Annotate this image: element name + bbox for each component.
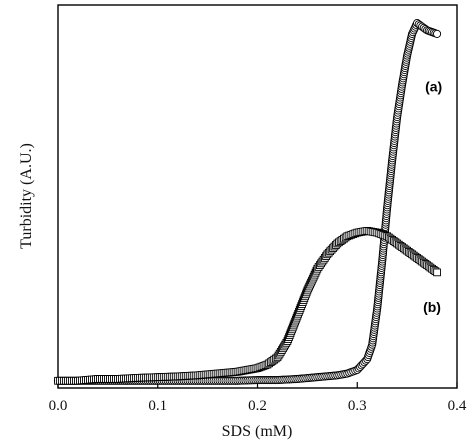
series-a [53,19,442,385]
x-tick-label: 0.2 [248,398,267,414]
x-tick-label: 0.0 [49,398,68,414]
x-tick-label: 0.4 [448,398,467,414]
series-label-b: (b) [423,299,441,315]
x-axis-title: SDS (mM) [222,423,293,440]
x-tick-label: 0.1 [148,398,167,414]
circle-point [432,29,442,38]
axis-ticks: 0.0 0.1 0.2 0.3 0.4 [49,382,467,414]
x-tick-label: 0.3 [348,398,367,414]
data-marks [53,19,442,385]
y-axis-title: Turbidity (A.U.) [18,143,35,249]
square-point [433,268,441,277]
plot-frame [57,4,458,389]
series-label-a: (a) [425,79,442,95]
series-b [54,226,441,385]
series-labels: (a) (b) [423,79,442,315]
